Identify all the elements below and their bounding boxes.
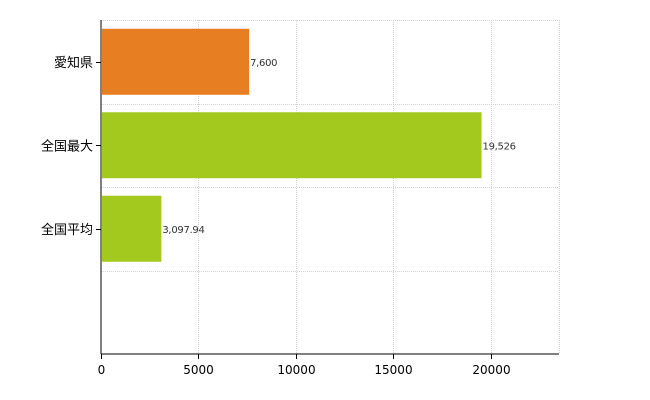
category-label: 全国平均	[41, 222, 93, 238]
x-tick-label: 0	[98, 363, 106, 377]
axes	[96, 20, 559, 359]
category-label: 愛知県	[54, 55, 93, 71]
bars	[102, 28, 482, 262]
data-label: 7,600	[250, 58, 277, 69]
grid-lines	[101, 20, 560, 354]
bar	[102, 28, 250, 95]
x-tick-label: 15000	[374, 363, 412, 377]
bar	[102, 112, 482, 179]
x-tick-label: 5000	[183, 363, 214, 377]
x-tick-label: 10000	[277, 363, 315, 377]
bar	[102, 195, 162, 262]
data-label: 3,097.94	[162, 225, 204, 236]
category-label: 全国最大	[41, 138, 93, 154]
x-tick-label: 20000	[472, 363, 510, 377]
labels: 0 5000 10000 15000 20000 愛知県 7,600 全国最大 19,526 全国…	[41, 55, 516, 377]
data-label: 19,526	[483, 141, 516, 152]
